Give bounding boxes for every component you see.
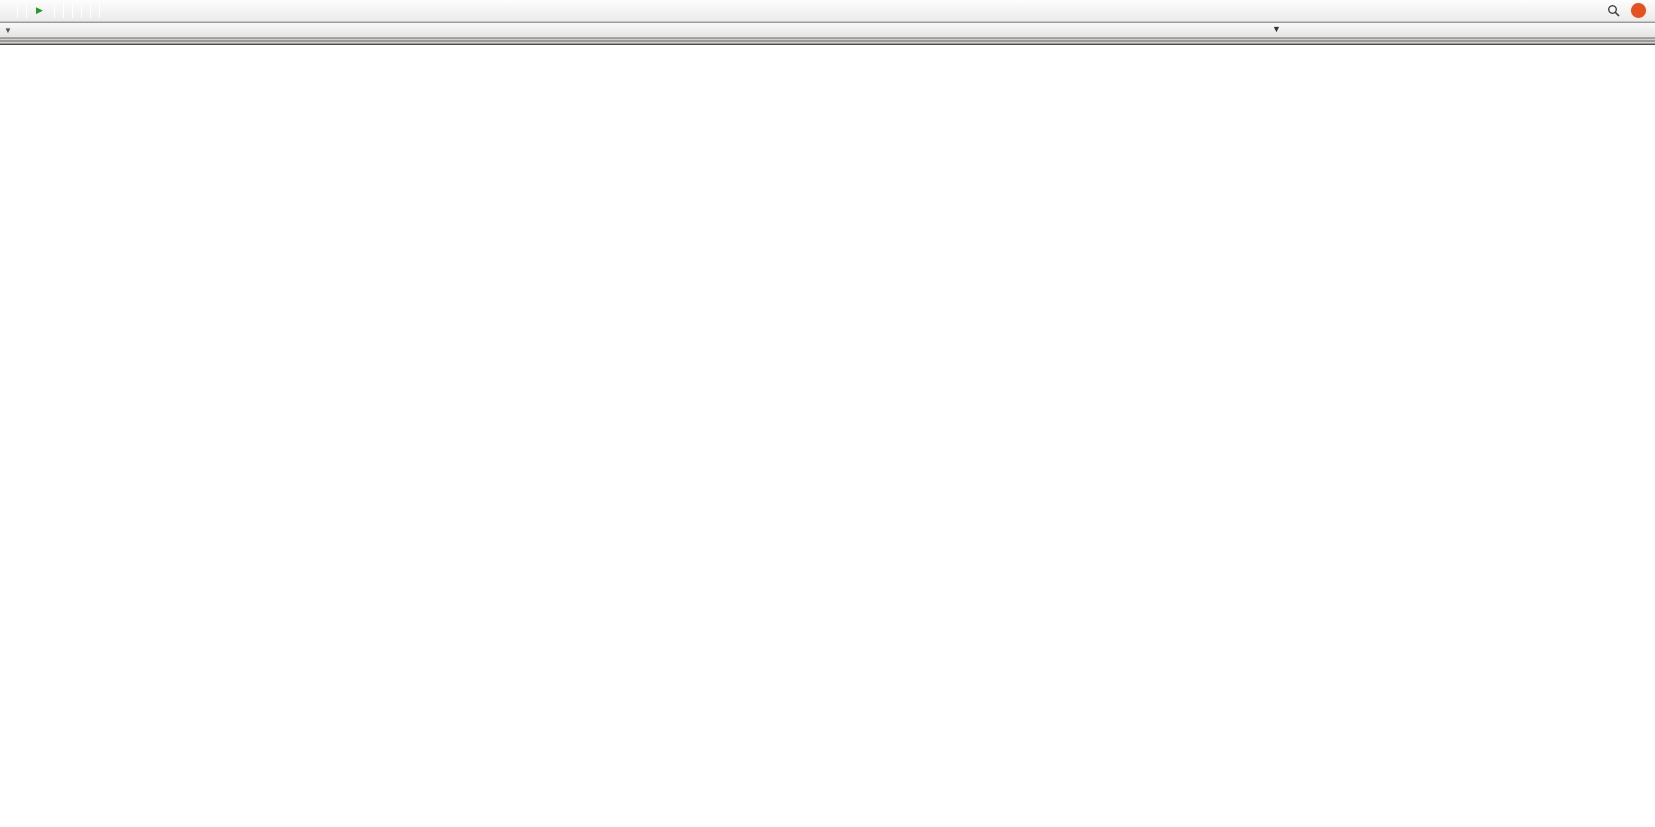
autotrading-button[interactable]: ▶ xyxy=(31,2,50,20)
search-button[interactable] xyxy=(1602,2,1625,20)
time-scale[interactable] xyxy=(0,44,1655,62)
bottom-area xyxy=(0,62,1655,110)
toolbar-separator xyxy=(80,3,82,18)
chart-shift-marker[interactable]: ▼ xyxy=(1272,24,1281,34)
toolbar-separator xyxy=(62,3,64,18)
toolbar-separator xyxy=(17,3,18,18)
toolbar-separator xyxy=(71,3,73,18)
panel-divider[interactable] xyxy=(0,41,1655,44)
new-order-button[interactable] xyxy=(3,2,13,20)
search-icon xyxy=(1608,5,1620,17)
toolbar-separator xyxy=(26,3,27,18)
panel-divider[interactable] xyxy=(0,38,1655,41)
play-icon: ▶ xyxy=(36,5,43,15)
collapse-panel-icon[interactable]: ▼ xyxy=(4,25,12,35)
toolbar-separator xyxy=(53,3,55,18)
main-toolbar: ▶ xyxy=(0,0,1655,22)
chart-title-bar[interactable]: ▼ ▼ xyxy=(0,23,1655,38)
toolbar-separator xyxy=(89,3,91,18)
notification-badge[interactable] xyxy=(1631,3,1646,18)
toolbar-separator xyxy=(98,3,100,18)
chart-window: ▼ ▼ xyxy=(0,22,1655,110)
